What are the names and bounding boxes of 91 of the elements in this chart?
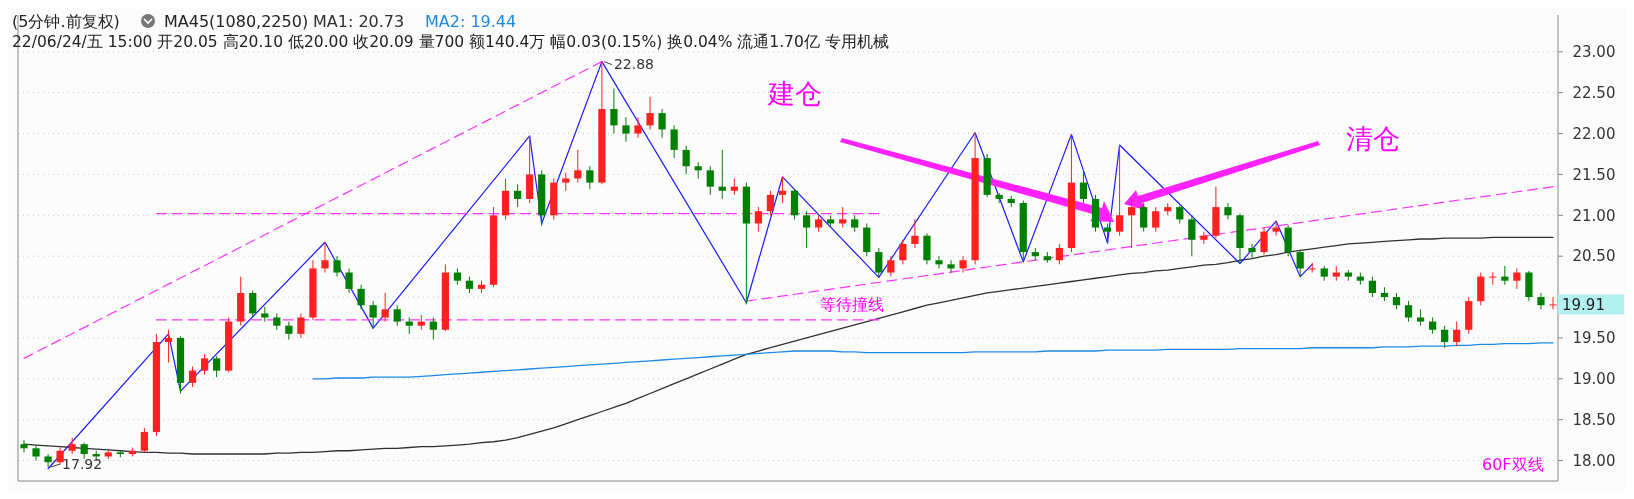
candlestick (1079, 169, 1088, 204)
candlestick (1200, 231, 1208, 245)
candlestick (514, 183, 522, 208)
candlestick (44, 453, 52, 468)
candlestick (622, 116, 630, 143)
candlestick (20, 439, 28, 453)
candlestick (1128, 198, 1136, 249)
candlestick (574, 149, 582, 184)
y-tick-label: 19.00 (1572, 370, 1616, 389)
line-series (47, 61, 1313, 470)
candlestick (285, 321, 293, 341)
candlestick (393, 304, 401, 327)
text: 22/06/24/五 15:00 开20.05 高20.10 低20.00 收20.09 量700 额140.4万 幅0.03(0.15%) 换0.04% 流通1.70亿 专用机械 (12, 33, 889, 51)
candlestick (333, 255, 341, 278)
y-tick-label: 20.50 (1572, 247, 1616, 266)
annotation: 60F双线 (1482, 455, 1544, 474)
candlestick (1537, 292, 1545, 310)
candlestick (1308, 262, 1316, 274)
candlestick (1441, 325, 1449, 349)
candlestick (887, 255, 895, 278)
candlestick (1115, 144, 1124, 237)
candlestick (1272, 220, 1280, 237)
candlestick (1103, 222, 1112, 244)
candlestick (911, 218, 919, 249)
candlestick (1140, 202, 1148, 233)
candlestick (718, 149, 726, 200)
candlestick (1513, 267, 1521, 290)
candlestick (357, 284, 365, 310)
candlestick (646, 96, 654, 130)
candlestick (381, 292, 389, 323)
candlestick (369, 300, 377, 330)
candlestick (1188, 214, 1196, 257)
candlestick (682, 145, 690, 175)
y-tick-label: 18.50 (1572, 410, 1616, 429)
candlestick (1549, 296, 1557, 310)
candlestick (947, 259, 955, 274)
y-tick-label: 22.50 (1572, 83, 1616, 102)
candlestick (140, 427, 149, 453)
candlestick (321, 241, 329, 274)
candlestick (1260, 227, 1268, 256)
text: MA2: 19.44 (425, 12, 517, 31)
candlestick (213, 355, 221, 378)
y-tick-label: 21.00 (1572, 206, 1616, 225)
candlestick (32, 445, 40, 462)
candlestick (1152, 206, 1160, 233)
candlestick (670, 124, 678, 159)
annotation: 建仓 (767, 78, 822, 109)
candlestick (634, 116, 642, 139)
candlestick (899, 239, 907, 265)
candlestick (1368, 276, 1377, 298)
candlestick (778, 176, 787, 204)
candlestick (1248, 243, 1256, 259)
chart-title: (5分钟.前复权) (12, 12, 120, 31)
y-tick-label: 19.50 (1572, 329, 1616, 348)
candlestick (188, 366, 197, 388)
y-tick-label: 21.50 (1572, 165, 1616, 184)
candlestick (1489, 272, 1497, 286)
annotation: 22.88 (613, 55, 654, 72)
text: 19.91 (1562, 296, 1605, 315)
candlestick (1055, 243, 1063, 265)
candlestick (586, 165, 594, 190)
annotation: 等待撞线 (820, 295, 884, 314)
candlestick (658, 108, 666, 139)
candlestick (839, 206, 847, 229)
y-tick-label: 18.00 (1572, 451, 1616, 470)
annotation: 清仓 (1346, 123, 1400, 154)
candlestick (959, 255, 967, 274)
legend-title: MA45(1080,2250) (164, 12, 309, 31)
candlestick (345, 267, 353, 294)
candlestick (766, 190, 775, 216)
text: MA1: 20.73 (313, 12, 405, 31)
candlestick (1224, 202, 1232, 220)
candlestick (754, 206, 763, 233)
candlestick (200, 353, 209, 376)
candlestick (1501, 265, 1509, 286)
candlestick (610, 88, 618, 135)
annotation: 17.92 (62, 456, 103, 473)
candlestick (875, 247, 883, 278)
candlestick (935, 255, 943, 269)
candlestick (429, 316, 437, 341)
candlestick (164, 329, 173, 363)
candlestick (1296, 249, 1304, 278)
line-series (312, 342, 1554, 380)
candlestick (1453, 321, 1461, 347)
candlestick (706, 165, 714, 196)
candlestick (297, 312, 305, 339)
y-tick-label: 22.00 (1572, 124, 1616, 143)
candlestick (802, 210, 811, 249)
y-tick-label: 23.00 (1572, 43, 1616, 62)
candlestick (1404, 300, 1413, 323)
candlestick (249, 290, 257, 318)
